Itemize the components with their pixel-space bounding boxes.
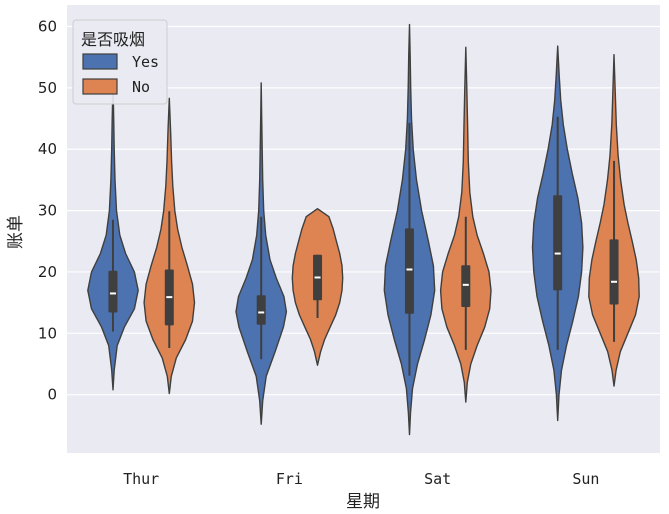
- x-tick-label-sat: Sat: [424, 470, 451, 488]
- legend-label-no: No: [132, 78, 150, 96]
- legend-entries: Yes No: [82, 53, 159, 96]
- violins: [87, 23, 640, 436]
- violin-iqr-box: [553, 195, 563, 291]
- violin-no-thur: [143, 97, 196, 395]
- legend: 是否吸烟 Yes No: [72, 19, 168, 105]
- violin-no-sat: [439, 46, 492, 403]
- violin-yes-sun: [531, 45, 584, 422]
- y-axis-label: 账单: [6, 215, 26, 249]
- x-tick-label-fri: Fri: [276, 470, 303, 488]
- y-tick-label-0: 0: [47, 386, 57, 404]
- legend-title: 是否吸烟: [81, 30, 145, 49]
- y-tick-label-10: 10: [38, 324, 57, 342]
- violin-yes-fri: [235, 82, 288, 425]
- x-tick-label-thur: Thur: [123, 470, 159, 488]
- y-tick-labels: 0 10 20 30 40 50 60: [38, 17, 57, 403]
- x-tick-label-sun: Sun: [572, 470, 599, 488]
- violin-iqr-box: [256, 295, 266, 325]
- violin-iqr-box: [108, 270, 118, 313]
- legend-swatch-yes: [82, 53, 118, 70]
- y-tick-label-60: 60: [38, 17, 57, 35]
- legend-label-yes: Yes: [132, 53, 159, 71]
- y-tick-label-20: 20: [38, 263, 57, 281]
- x-tick-labels: Thur Fri Sat Sun: [123, 470, 599, 488]
- violin-iqr-box: [609, 239, 619, 305]
- legend-swatch-no: [82, 78, 118, 95]
- violin-yes-sat: [383, 23, 436, 436]
- violin-iqr-box: [404, 228, 414, 314]
- violin-no-sun: [588, 54, 640, 387]
- violin-yes-thur: [87, 82, 139, 391]
- y-tick-label-50: 50: [38, 79, 57, 97]
- violin-no-fri: [291, 208, 344, 366]
- y-tick-label-40: 40: [38, 140, 57, 158]
- violin-iqr-box: [461, 265, 471, 307]
- y-tick-label-30: 30: [38, 202, 57, 220]
- x-axis-label: 星期: [346, 492, 380, 512]
